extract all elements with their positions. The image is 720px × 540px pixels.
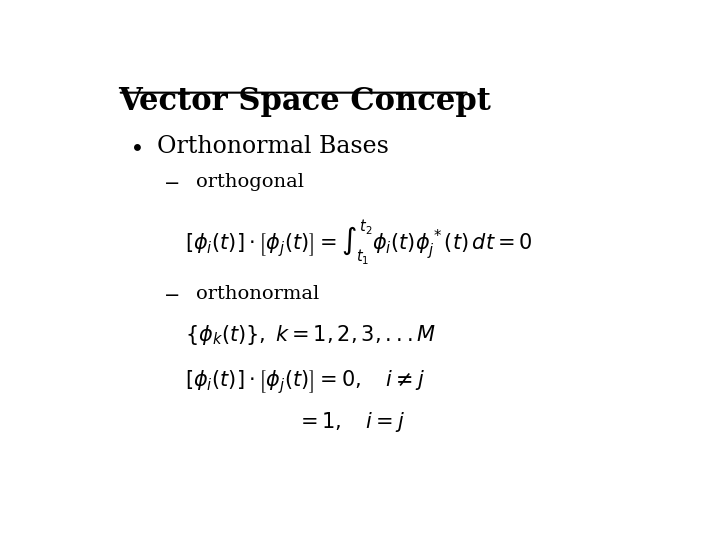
Text: $-$: $-$ <box>163 173 179 191</box>
Text: $\left[\phi_i(t)\right]\cdot\left[\phi_j(t)\right]=\int_{t_1}^{t_2}\phi_i(t)\phi: $\left[\phi_i(t)\right]\cdot\left[\phi_j… <box>185 219 533 268</box>
Text: $= 1, \quad i = j$: $= 1, \quad i = j$ <box>297 410 405 434</box>
Text: $\bullet$: $\bullet$ <box>129 136 142 158</box>
Text: Vector Space Concept: Vector Space Concept <box>118 85 491 117</box>
Text: $\left[\phi_i(t)\right]\cdot\left[\phi_j(t)\right]= 0, \quad i\neq j$: $\left[\phi_i(t)\right]\cdot\left[\phi_j… <box>185 368 425 396</box>
Text: $-$: $-$ <box>163 285 179 303</box>
Text: Orthonormal Bases: Orthonormal Bases <box>157 136 389 158</box>
Text: orthonormal: orthonormal <box>196 285 319 303</box>
Text: orthogonal: orthogonal <box>196 173 304 191</box>
Text: $\left\{\phi_k(t)\right\},\; k=1,2,3,...M$: $\left\{\phi_k(t)\right\},\; k=1,2,3,...… <box>185 322 436 347</box>
